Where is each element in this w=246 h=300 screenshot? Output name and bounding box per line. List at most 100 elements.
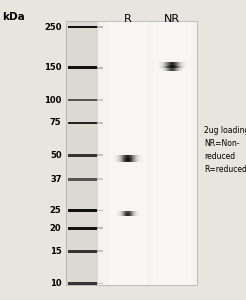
Bar	[125, 213, 126, 216]
Bar	[137, 21, 139, 285]
Bar	[179, 66, 180, 71]
Bar	[123, 155, 124, 162]
Bar	[169, 68, 170, 71]
Bar	[174, 64, 175, 67]
Bar	[181, 66, 182, 71]
Bar	[97, 250, 103, 252]
Bar	[175, 66, 176, 71]
Bar	[66, 21, 197, 285]
Bar	[68, 227, 97, 230]
Bar	[68, 154, 97, 157]
Bar	[122, 158, 123, 161]
Bar	[113, 155, 114, 162]
Bar	[185, 66, 186, 71]
Text: 250: 250	[44, 22, 62, 32]
Bar	[125, 158, 126, 161]
Bar	[175, 68, 176, 71]
Bar	[122, 211, 123, 216]
Bar	[164, 62, 165, 68]
Bar	[97, 283, 103, 284]
Bar	[114, 155, 115, 162]
Bar	[125, 155, 126, 162]
Bar	[179, 21, 181, 285]
Bar	[174, 68, 175, 71]
Bar	[128, 213, 129, 216]
Bar	[131, 158, 132, 161]
Bar	[168, 68, 169, 71]
Bar	[124, 211, 125, 216]
Bar	[127, 211, 128, 216]
Bar	[97, 122, 103, 124]
Text: 150: 150	[44, 63, 62, 72]
Bar	[134, 211, 135, 216]
Bar	[126, 213, 127, 216]
Bar	[169, 62, 170, 68]
Bar	[161, 21, 163, 285]
Bar	[168, 21, 171, 285]
Bar	[127, 213, 128, 216]
Bar	[157, 62, 158, 68]
Bar	[179, 62, 180, 68]
Bar	[160, 66, 161, 71]
Bar	[166, 66, 167, 71]
Bar	[132, 155, 133, 162]
Bar	[97, 154, 103, 156]
Bar	[133, 155, 134, 162]
Bar	[128, 155, 129, 162]
Bar	[129, 158, 130, 161]
Bar	[165, 66, 166, 71]
Bar	[161, 66, 162, 71]
Bar	[117, 21, 119, 285]
Bar	[134, 21, 137, 285]
Bar	[184, 62, 185, 68]
Text: 2ug loading
NR=Non-
reduced
R=reduced: 2ug loading NR=Non- reduced R=reduced	[204, 126, 246, 174]
Bar	[119, 211, 120, 216]
Bar	[124, 213, 125, 216]
Bar	[186, 62, 187, 68]
Bar	[122, 155, 123, 162]
Bar	[169, 66, 170, 71]
Bar	[127, 21, 129, 285]
Bar	[171, 64, 172, 67]
Bar	[68, 99, 97, 101]
Bar	[177, 66, 178, 71]
Bar	[173, 64, 174, 67]
Bar	[172, 64, 173, 67]
Bar	[183, 66, 184, 71]
Bar	[97, 210, 103, 212]
Bar	[124, 155, 125, 162]
Bar	[181, 62, 182, 68]
Bar	[123, 158, 124, 161]
Bar	[182, 66, 183, 71]
Bar	[117, 211, 118, 216]
Bar	[97, 67, 103, 69]
Bar	[130, 211, 131, 216]
Bar	[118, 211, 119, 216]
Bar	[176, 64, 177, 67]
Bar	[180, 62, 181, 68]
Bar	[171, 66, 172, 71]
Bar	[130, 155, 131, 162]
Text: R: R	[124, 14, 132, 23]
Bar	[126, 155, 127, 162]
Bar	[170, 68, 171, 71]
Bar	[160, 62, 161, 68]
Bar	[139, 21, 142, 285]
Bar	[115, 155, 116, 162]
Bar	[175, 62, 176, 68]
Bar	[164, 66, 165, 71]
Bar	[129, 21, 132, 285]
Bar	[165, 66, 166, 71]
Bar	[66, 21, 197, 285]
Bar	[144, 21, 147, 285]
Bar	[121, 155, 122, 162]
Bar	[166, 62, 167, 68]
Bar	[158, 21, 161, 285]
Bar	[172, 68, 173, 71]
Bar	[137, 211, 138, 216]
Bar	[167, 62, 168, 68]
Bar	[171, 21, 173, 285]
Bar	[124, 158, 125, 161]
Bar	[186, 21, 189, 285]
Bar	[133, 211, 134, 216]
